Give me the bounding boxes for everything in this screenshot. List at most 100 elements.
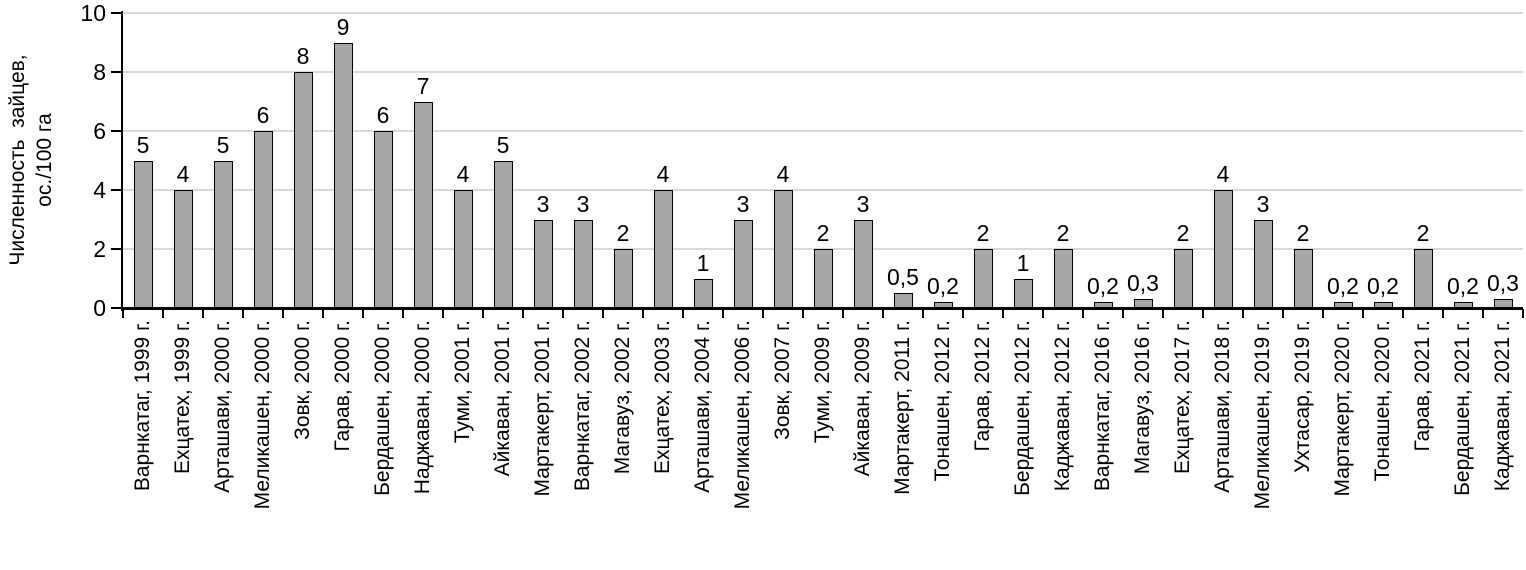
bar xyxy=(973,249,993,308)
y-tick-label: 8 xyxy=(93,59,106,85)
x-axis-label: Меликашен, 2006 г. xyxy=(731,320,754,510)
x-axis-tick xyxy=(1482,309,1484,318)
bar-value-label: 0,2 xyxy=(1367,273,1399,300)
x-axis-label: Гарав, 2012 г. xyxy=(971,320,994,452)
x-axis-label: Туми, 2009 г. xyxy=(811,320,834,444)
x-axis-label: Меликашен, 2019 г. xyxy=(1251,320,1274,510)
bar-value-label: 0,3 xyxy=(1127,270,1159,297)
bar-value-label: 2 xyxy=(816,220,830,246)
y-axis-line xyxy=(120,11,123,311)
bar-value-label: 0,2 xyxy=(927,273,959,300)
bar xyxy=(1413,249,1433,308)
bar xyxy=(493,160,513,308)
bar xyxy=(733,219,753,308)
bar xyxy=(1213,190,1233,308)
bar xyxy=(813,249,833,308)
x-axis-label: Мартакерт, 2001 г. xyxy=(531,320,554,497)
x-axis-label: Гарав, 2021 г. xyxy=(1411,320,1434,452)
x-axis-tick xyxy=(1322,309,1324,318)
x-axis-tick xyxy=(802,309,804,318)
bar xyxy=(333,42,353,308)
bar-value-label: 2 xyxy=(616,220,630,246)
x-axis-tick xyxy=(762,309,764,318)
bar xyxy=(1053,249,1073,308)
bar-value-label: 6 xyxy=(376,102,390,128)
bar xyxy=(213,160,233,308)
x-axis-label: Ехцатех, 2017 г. xyxy=(1171,320,1194,475)
gridline xyxy=(123,71,1523,73)
bar xyxy=(253,131,273,308)
bar-value-label: 3 xyxy=(856,190,870,217)
x-axis-label: Бердашен, 2000 г. xyxy=(371,320,394,496)
x-axis-label: Арташави, 2000 г. xyxy=(211,320,234,493)
x-axis-tick xyxy=(1162,309,1164,318)
x-axis-tick xyxy=(1362,309,1364,318)
y-tick-label: 0 xyxy=(93,295,106,321)
bar xyxy=(853,219,873,308)
y-tick-label: 10 xyxy=(80,0,106,26)
x-axis-tick xyxy=(1082,309,1084,318)
bar-value-label: 2 xyxy=(1176,220,1190,246)
x-axis-label: Каджаван, 2012 г. xyxy=(1051,320,1074,492)
bar-value-label: 8 xyxy=(296,43,310,69)
x-axis-label: Варнкатаг, 2002 г. xyxy=(571,320,594,492)
bar xyxy=(1013,278,1033,308)
x-axis-label: Варнкатаг, 2016 г. xyxy=(1091,320,1114,492)
bar-value-label: 0,5 xyxy=(887,264,919,291)
bar-value-label: 3 xyxy=(576,190,590,217)
x-axis-tick xyxy=(1242,309,1244,318)
bar xyxy=(653,190,673,308)
y-axis-tick xyxy=(111,130,121,132)
bar-value-label: 6 xyxy=(256,102,270,128)
bar xyxy=(533,219,553,308)
x-axis-label: Зовк, 2007 г. xyxy=(771,320,794,440)
x-axis-tick xyxy=(562,309,564,318)
bar-value-label: 3 xyxy=(736,190,750,217)
x-axis-tick xyxy=(1442,309,1444,318)
bar-value-label: 2 xyxy=(1296,220,1310,246)
x-axis-tick xyxy=(962,309,964,318)
bar-value-label: 4 xyxy=(656,161,670,187)
bar-value-label: 5 xyxy=(496,131,510,158)
bar-value-label: 3 xyxy=(536,190,550,217)
bar-value-label: 2 xyxy=(1416,220,1430,246)
x-axis-label: Ехцатех, 1999 г. xyxy=(171,320,194,475)
x-axis-tick xyxy=(1002,309,1004,318)
y-axis-tick xyxy=(111,189,121,191)
bar-value-label: 7 xyxy=(416,72,430,99)
bar-value-label: 0,2 xyxy=(1447,273,1479,300)
x-axis-tick xyxy=(122,309,124,318)
y-axis-title: Численность зайцев, ос./100 га xyxy=(6,54,56,266)
x-axis-label: Каджаван, 2021 г. xyxy=(1491,320,1514,492)
bar xyxy=(613,249,633,308)
bar-value-label: 4 xyxy=(456,161,470,187)
y-axis-tick xyxy=(111,307,121,309)
bar xyxy=(893,293,913,308)
x-axis-label: Айкаван, 2009 г. xyxy=(851,320,874,477)
x-axis-tick xyxy=(322,309,324,318)
bar xyxy=(373,131,393,308)
x-axis-tick xyxy=(1122,309,1124,318)
x-axis-tick xyxy=(1202,309,1204,318)
bar xyxy=(1253,219,1273,308)
y-axis-tick xyxy=(111,71,121,73)
bar xyxy=(1293,249,1313,308)
bar-value-label: 3 xyxy=(1256,190,1270,217)
x-axis-label: Магавуз, 2002 г. xyxy=(611,320,634,475)
x-axis-label: Зовк, 2000 г. xyxy=(291,320,314,440)
gridline xyxy=(123,189,1523,191)
x-axis-tick xyxy=(202,309,204,318)
bar xyxy=(293,72,313,308)
x-axis-label: Тонашен, 2020 г. xyxy=(1371,320,1394,482)
gridline xyxy=(123,130,1523,132)
x-axis-label: Мартакерт, 2020 г. xyxy=(1331,320,1354,497)
x-axis-tick xyxy=(682,309,684,318)
x-axis-label: Бердашен, 2012 г. xyxy=(1011,320,1034,496)
bar xyxy=(1173,249,1193,308)
x-axis-tick xyxy=(242,309,244,318)
x-axis-tick xyxy=(362,309,364,318)
x-axis-label: Айкаван, 2001 г. xyxy=(491,320,514,477)
bar xyxy=(573,219,593,308)
x-axis-label: Наджаван, 2000 г. xyxy=(411,320,434,495)
